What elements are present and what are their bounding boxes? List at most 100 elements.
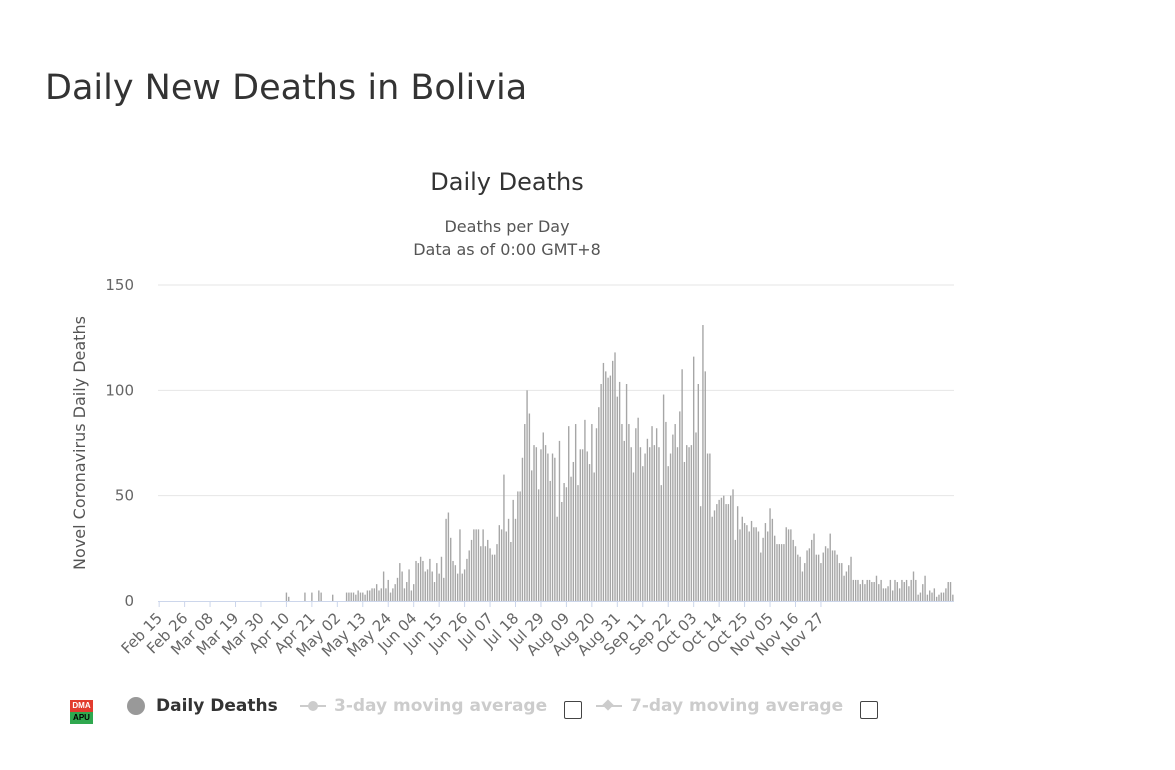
bar[interactable] [401,571,403,601]
bar[interactable] [556,516,558,601]
bar[interactable] [531,470,533,601]
bar[interactable] [785,527,787,601]
bar[interactable] [741,516,743,601]
bar[interactable] [720,497,723,601]
bar[interactable] [429,558,431,601]
bar[interactable] [392,588,394,601]
bar[interactable] [813,533,815,601]
bar[interactable] [750,520,753,601]
bar[interactable] [475,529,477,601]
bar[interactable] [424,571,426,601]
bar[interactable] [450,537,452,601]
bar[interactable] [385,588,387,601]
bar[interactable] [445,518,447,601]
bar[interactable] [822,552,824,601]
bar[interactable] [612,360,614,601]
bar[interactable] [931,592,933,601]
bar[interactable] [942,592,945,601]
bar[interactable] [639,447,642,601]
bar[interactable] [820,563,822,601]
bar[interactable] [579,449,581,601]
bar[interactable] [669,453,672,601]
bar[interactable] [644,453,646,601]
bar[interactable] [632,472,635,601]
bar[interactable] [558,440,561,601]
bar[interactable] [466,558,468,601]
bar[interactable] [776,544,778,601]
bar[interactable] [593,472,595,601]
bar[interactable] [757,531,760,601]
bar[interactable] [743,523,746,601]
bar[interactable] [602,362,605,601]
bar[interactable] [748,531,750,601]
bar[interactable] [887,586,889,601]
bar[interactable] [690,445,693,601]
bar[interactable] [493,554,496,601]
bar[interactable] [345,592,348,601]
bar[interactable] [845,571,848,601]
bar[interactable] [933,588,936,601]
bar[interactable] [866,579,868,601]
bar[interactable] [630,447,632,601]
bar[interactable] [922,584,924,601]
bar[interactable] [366,590,369,601]
bar[interactable] [769,508,771,601]
bar[interactable] [348,592,350,601]
bar[interactable] [952,594,954,601]
bar[interactable] [949,582,952,601]
bar[interactable] [841,563,843,601]
bar[interactable] [854,579,857,601]
bar[interactable] [440,556,443,601]
bar[interactable] [609,375,612,601]
bar[interactable] [396,577,399,601]
bar[interactable] [806,550,808,601]
bar[interactable] [406,582,408,601]
bar[interactable] [760,552,762,601]
bar[interactable] [554,457,556,601]
bar[interactable] [838,563,841,601]
bar[interactable] [625,384,628,601]
bar[interactable] [732,489,734,601]
bar[interactable] [702,325,704,601]
bar[interactable] [637,417,639,601]
bar[interactable] [662,394,665,601]
bar[interactable] [544,445,547,601]
bar[interactable] [894,579,896,601]
bar[interactable] [824,546,827,601]
bar[interactable] [482,529,484,601]
bar[interactable] [311,592,313,601]
bar[interactable] [713,510,716,601]
bar[interactable] [507,518,510,601]
bar[interactable] [651,426,653,601]
bar[interactable] [572,461,575,601]
bar[interactable] [369,590,371,601]
bar[interactable] [380,588,382,601]
bar[interactable] [288,596,290,601]
bar[interactable] [688,447,690,601]
bar[interactable] [452,560,454,601]
bar[interactable] [540,449,542,601]
bar[interactable] [836,554,838,601]
bar[interactable] [584,419,586,601]
checkbox-3-day-average[interactable] [564,701,582,719]
bar[interactable] [709,453,711,601]
bar[interactable] [718,499,720,601]
bar[interactable] [410,590,413,601]
bar[interactable] [727,504,730,601]
bar[interactable] [574,424,577,601]
bar[interactable] [885,588,887,601]
bar[interactable] [320,592,322,601]
bar[interactable] [473,529,475,601]
legend-item-3-day-average[interactable]: 3-day moving average [300,696,547,716]
bar[interactable] [528,413,531,601]
bar[interactable] [808,548,811,601]
bar[interactable] [491,554,494,601]
bar[interactable] [524,424,526,601]
bar[interactable] [375,584,378,601]
bar[interactable] [359,592,362,601]
bar[interactable] [831,550,834,601]
bar[interactable] [864,584,866,601]
bar[interactable] [850,556,852,601]
bar[interactable] [484,546,487,601]
bar[interactable] [598,407,600,601]
